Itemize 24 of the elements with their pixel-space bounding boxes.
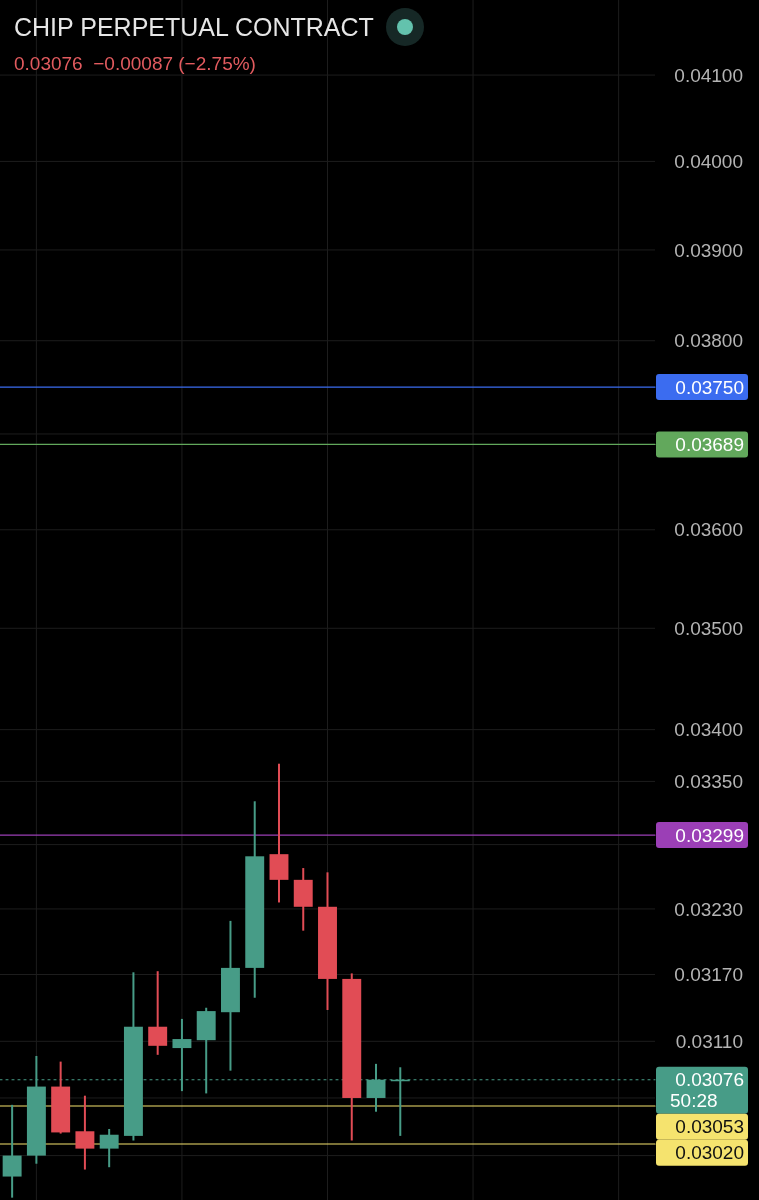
- ref-line-label: 0.03750: [675, 376, 744, 398]
- ref-line-label: 0.03053: [675, 1116, 744, 1138]
- y-tick-label: 0.03800: [674, 330, 743, 352]
- y-tick-label: 0.03110: [675, 1030, 743, 1052]
- text: CHIP PERPETUAL CONTRACT: [14, 12, 374, 42]
- y-tick-label: 0.04100: [674, 64, 743, 86]
- y-tick-label: 0.03350: [674, 771, 743, 793]
- text: 0.03076 −0.00087 (−2.75%): [14, 53, 256, 75]
- candlestick: [75, 1094, 95, 1171]
- y-tick-label: 0.03230: [674, 898, 743, 920]
- y-tick-label: 0.04000: [674, 151, 743, 173]
- candlestick: [99, 1127, 119, 1169]
- ref-line-label: 0.03689: [675, 434, 744, 456]
- candlestick: [2, 1103, 22, 1199]
- y-tick-label: 0.03900: [674, 239, 743, 261]
- ref-line-label: 0.03299: [675, 824, 744, 846]
- text: 50:28: [670, 1090, 718, 1112]
- y-tick-label: 0.03600: [674, 519, 743, 541]
- candlestick: [148, 970, 168, 1056]
- ref-line-label: 0.03076: [675, 1069, 744, 1091]
- ref-line-label: 0.03020: [675, 1142, 744, 1164]
- y-tick-label: 0.03170: [674, 964, 743, 986]
- y-tick-label: 0.03500: [674, 617, 743, 639]
- y-tick-label: 0.03400: [674, 719, 743, 741]
